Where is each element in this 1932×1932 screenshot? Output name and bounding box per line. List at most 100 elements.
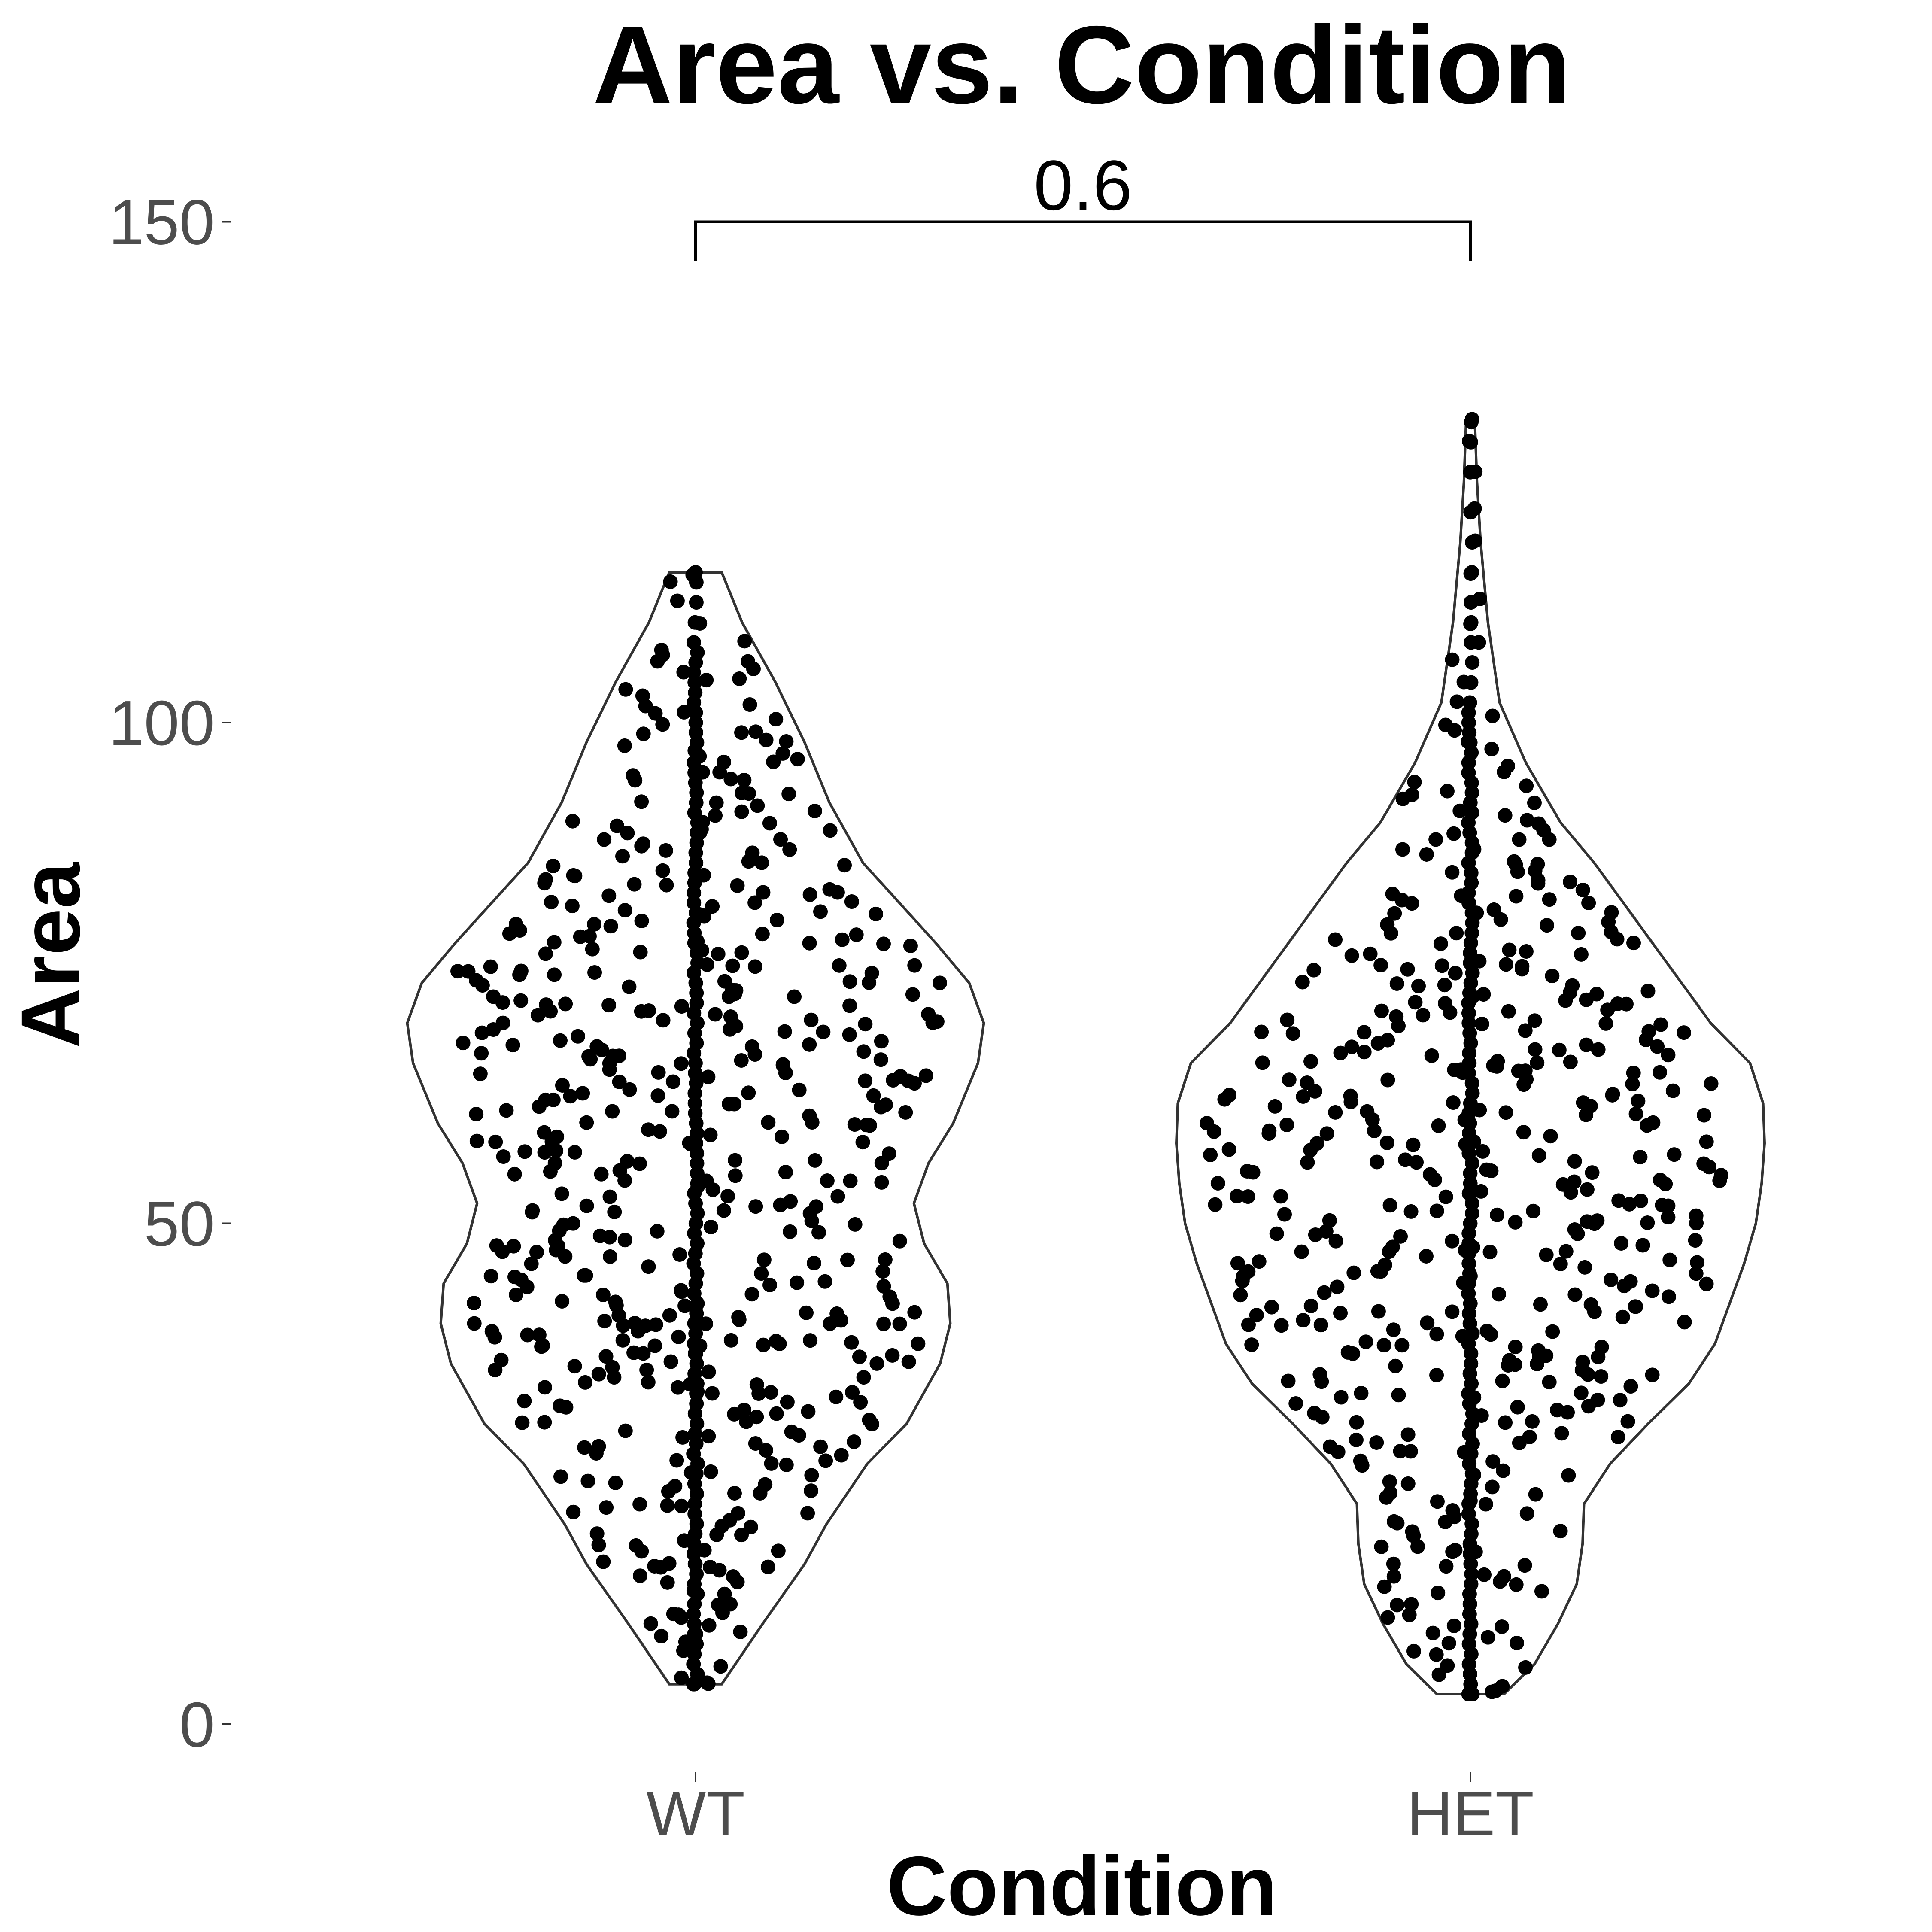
point-het-j11-1 <box>1431 1586 1446 1601</box>
point-wt-j3-0 <box>713 1659 728 1674</box>
point-wt-j49-4 <box>524 1256 539 1271</box>
point-het-j66-0 <box>1344 1039 1359 1054</box>
point-wt-j82-2 <box>573 929 588 944</box>
point-het-j20-1 <box>1478 1497 1493 1512</box>
point-het-j45-2 <box>1539 1247 1554 1262</box>
point-wt-j56-4 <box>720 1189 735 1204</box>
point-wt-j83-3 <box>634 913 649 928</box>
point-het-j13-0 <box>1497 1569 1512 1584</box>
point-het-c52 <box>1463 1176 1478 1191</box>
point-wt-j37-2 <box>567 1359 582 1374</box>
point-het-j49-0 <box>1490 1207 1505 1222</box>
point-wt-j70-0 <box>581 1049 596 1064</box>
point-wt-j68-2 <box>473 1066 488 1081</box>
point-het-j53-6 <box>1479 1162 1494 1177</box>
point-wt-j34-2 <box>845 1385 860 1400</box>
point-het-j47-6 <box>1567 1223 1583 1238</box>
point-het-j62-4 <box>1380 1072 1395 1088</box>
point-het-j40-5 <box>1628 1299 1643 1314</box>
point-het-j12-0 <box>1377 1579 1392 1594</box>
point-wt-j75-4 <box>674 999 689 1014</box>
x-axis: WT HET <box>646 1772 1534 1849</box>
point-het-j70-3 <box>1408 995 1423 1010</box>
point-wt-j51-0 <box>506 1239 521 1254</box>
point-het-j16-2 <box>1463 1538 1478 1553</box>
point-het-j75-3 <box>1502 942 1517 957</box>
point-wt-j68-4 <box>701 1069 716 1084</box>
point-wt-j88-2 <box>655 863 670 878</box>
point-wt-j48-4 <box>483 1269 498 1284</box>
point-wt-j70-4 <box>856 1044 871 1059</box>
point-het-j37-1 <box>1429 1327 1444 1342</box>
point-het-j7-1 <box>1480 1630 1495 1645</box>
point-wt-j29-0 <box>847 1434 862 1449</box>
point-wt-j112-0 <box>693 616 708 631</box>
point-het-j86-1 <box>1512 832 1527 847</box>
point-wt-j8-0 <box>733 1624 748 1639</box>
point-wt-j9-1 <box>702 1618 717 1633</box>
point-wt-j48-0 <box>754 1266 769 1281</box>
point-het-j17-2 <box>1553 1524 1568 1539</box>
point-het-j49-6 <box>1526 1203 1541 1218</box>
point-wt-j64-0 <box>665 1104 680 1119</box>
point-het-j104-0 <box>1463 616 1478 631</box>
point-wt-j55-2 <box>748 1199 763 1214</box>
point-wt-j89-2 <box>754 855 769 870</box>
point-het-j71-2 <box>1640 984 1656 999</box>
point-het-j50-6 <box>1622 1197 1637 1212</box>
point-wt-j85-1 <box>747 895 762 910</box>
point-wt-j58-5 <box>594 1166 609 1182</box>
point-het-j61-3 <box>1222 1088 1237 1103</box>
point-het-j36-3 <box>1394 1338 1410 1353</box>
point-het-j76-2 <box>1433 936 1448 951</box>
point-het-j86-0 <box>1428 832 1443 847</box>
point-het-j88-1 <box>1531 816 1546 831</box>
point-het-j28-3 <box>1498 1415 1513 1430</box>
point-wt-j74-4 <box>723 1009 738 1024</box>
point-wt-j64-1 <box>469 1106 484 1121</box>
point-wt-j80-4 <box>711 946 726 961</box>
point-het-j71-3 <box>1476 987 1491 1002</box>
point-wt-j66-3 <box>563 1089 578 1104</box>
point-wt-j102-1 <box>734 725 749 740</box>
point-het-j54-3 <box>1567 1154 1582 1169</box>
point-wt-j72-0 <box>816 1024 831 1039</box>
point-het-j84-2 <box>1530 857 1545 872</box>
point-wt-j31-2 <box>862 1413 877 1428</box>
point-wt-j15-0 <box>726 1569 741 1584</box>
point-wt-j49-5 <box>641 1259 656 1274</box>
point-wt-j82-4 <box>755 927 770 942</box>
point-wt-j56-3 <box>554 1186 569 1201</box>
point-het-j61-1 <box>1343 1088 1358 1103</box>
point-wt-j1-0 <box>699 1675 714 1690</box>
point-het-j47-0 <box>1269 1226 1284 1241</box>
point-het-j66-5 <box>1370 1036 1385 1051</box>
point-het-j49-5 <box>1403 1204 1419 1219</box>
point-het-j67-4 <box>1518 1023 1533 1038</box>
point-het-j59-3 <box>1328 1105 1343 1120</box>
point-het-j38-0 <box>1241 1317 1256 1332</box>
point-wt-j107-1 <box>699 673 714 688</box>
point-wt-j42-2 <box>597 1314 612 1329</box>
point-wt-j84-4 <box>617 903 632 918</box>
point-het-j62-0 <box>1300 1075 1315 1091</box>
point-het-j46-1 <box>1688 1233 1703 1248</box>
point-wt-c103 <box>688 715 703 730</box>
point-het-j75-2 <box>1519 944 1534 959</box>
point-wt-j80-5 <box>633 945 648 960</box>
point-het-j51-3 <box>1230 1188 1245 1203</box>
point-wt-j66-4 <box>866 1088 881 1103</box>
point-wt-j36-1 <box>701 1364 716 1379</box>
point-het-j79-0 <box>1604 905 1619 920</box>
point-wt-j46-1 <box>595 1288 611 1303</box>
point-het-j56-0 <box>1309 1136 1324 1151</box>
point-het-j71-4 <box>1465 989 1480 1004</box>
point-het-j66-4 <box>1650 1039 1665 1054</box>
point-wt-j103-0 <box>655 717 670 732</box>
point-het-j41-3 <box>1491 1287 1506 1302</box>
point-wt-j37-0 <box>494 1352 509 1367</box>
point-het-j40-4 <box>1583 1297 1598 1312</box>
point-wt-j64-3 <box>802 1108 817 1123</box>
point-het-j39-3 <box>1371 1304 1386 1319</box>
point-wt-j73-2 <box>804 1012 819 1027</box>
